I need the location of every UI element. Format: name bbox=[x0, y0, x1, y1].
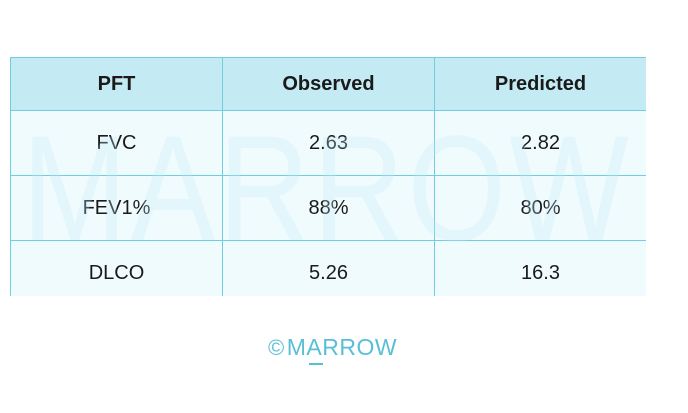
table-row: DLCO 5.26 16.3 bbox=[10, 240, 646, 296]
copyright-symbol: © bbox=[268, 334, 285, 360]
row-label-fev1: FEV1% bbox=[10, 175, 223, 241]
fev1-predicted: 80% bbox=[434, 175, 646, 241]
pft-table: PFT Observed Predicted FVC 2.63 2.82 FEV… bbox=[10, 57, 646, 296]
dlco-observed: 5.26 bbox=[222, 240, 435, 296]
fvc-observed: 2.63 bbox=[222, 110, 435, 176]
table-row: FVC 2.63 2.82 bbox=[10, 110, 646, 176]
header-pft: PFT bbox=[10, 57, 223, 111]
marrow-logo: © MARROW bbox=[268, 334, 398, 365]
fev1-observed: 88% bbox=[222, 175, 435, 241]
brand-name: MARROW bbox=[286, 334, 398, 365]
header-predicted: Predicted bbox=[434, 57, 646, 111]
table-header-row: PFT Observed Predicted bbox=[10, 57, 646, 111]
pft-table-container: PFT Observed Predicted FVC 2.63 2.82 FEV… bbox=[10, 57, 646, 296]
row-label-fvc: FVC bbox=[10, 110, 223, 176]
header-observed: Observed bbox=[222, 57, 435, 111]
table-row: FEV1% 88% 80% bbox=[10, 175, 646, 241]
dlco-predicted: 16.3 bbox=[434, 240, 646, 296]
row-label-dlco: DLCO bbox=[10, 240, 223, 296]
fvc-predicted: 2.82 bbox=[434, 110, 646, 176]
